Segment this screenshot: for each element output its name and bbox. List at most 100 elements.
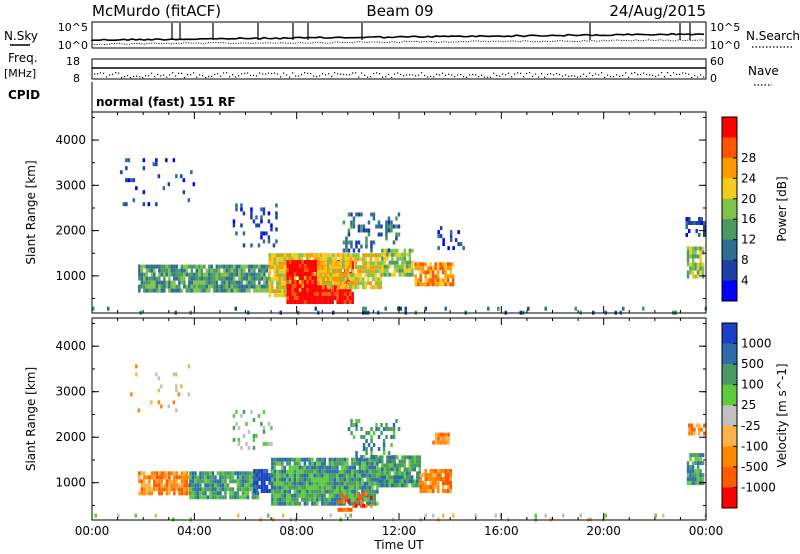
power-cell (286, 288, 289, 292)
power-cell (323, 284, 327, 288)
velocity-cell (429, 485, 432, 489)
power-cell (215, 268, 219, 273)
velocity-cell (260, 477, 264, 481)
velocity-cell (278, 473, 282, 478)
power-cell (357, 277, 360, 282)
velocity-cell (534, 513, 537, 518)
power-cell (324, 277, 328, 282)
power-cell (253, 276, 256, 281)
velocity-cell (255, 489, 259, 493)
nave-dot (475, 74, 477, 76)
velocity-cell (691, 481, 695, 486)
velocity-cell (388, 455, 391, 460)
velocity-cell (378, 459, 381, 464)
power-cell (255, 288, 259, 293)
power-cell (165, 268, 169, 273)
power-cell (291, 253, 294, 258)
velocity-cell (326, 473, 329, 478)
power-cell (329, 281, 333, 286)
power-cell (301, 280, 304, 284)
velocity-cell (373, 461, 377, 466)
nave-dot (292, 72, 294, 74)
colorbar-tick-label: 4 (741, 274, 749, 288)
power-cell (317, 257, 320, 262)
velocity-cell (258, 485, 261, 489)
power-cell (306, 300, 309, 304)
power-cell (293, 296, 297, 300)
power-cell (183, 284, 186, 289)
power-cell (354, 265, 358, 270)
power-cell (398, 268, 402, 273)
colorbar-tick-label: -1000 (741, 480, 776, 494)
velocity-cell (388, 475, 391, 480)
velocity-cell (401, 463, 404, 468)
power-cell (218, 284, 221, 289)
power-cell (357, 265, 360, 270)
velocity-cell (303, 461, 307, 466)
velocity-cell (331, 489, 334, 494)
nave-dot (589, 72, 591, 74)
power-cell (380, 232, 383, 237)
power-cell (699, 246, 702, 251)
power-cell (318, 292, 322, 296)
velocity-cell (288, 481, 292, 486)
power-cell (265, 276, 269, 281)
power-cell (301, 264, 304, 268)
velocity-cell (365, 503, 368, 508)
velocity-cell (377, 435, 381, 439)
velocity-cell (336, 481, 339, 486)
velocity-cell (183, 491, 186, 496)
velocity-cell (175, 475, 179, 480)
velocity-cell (408, 467, 411, 472)
power-cell (188, 284, 191, 289)
velocity-cell (286, 485, 289, 490)
nave-dot (523, 76, 525, 78)
station-title: McMurdo (fitACF) (92, 2, 221, 20)
velocity-cell (172, 400, 176, 405)
velocity-cell (239, 479, 242, 484)
power-cell (238, 288, 241, 293)
power-cell (323, 296, 327, 300)
velocity-cell (376, 465, 379, 470)
nave-dot (472, 73, 474, 76)
velocity-cell (699, 457, 702, 462)
velocity-cell (449, 489, 452, 493)
velocity-cell (385, 435, 388, 439)
power-cell (352, 220, 356, 225)
power-cell (391, 248, 394, 253)
velocity-cell (296, 477, 299, 482)
velocity-cell (362, 455, 366, 459)
power-cell (328, 292, 332, 296)
power-cell (322, 265, 325, 270)
nave-dot (685, 72, 687, 74)
velocity-cell (288, 489, 292, 494)
nave-dot (385, 75, 387, 78)
power-cell (267, 235, 271, 240)
power-cell (379, 261, 383, 266)
power-cell (158, 288, 161, 293)
velocity-cell (331, 461, 334, 466)
nave-dot (226, 72, 228, 74)
power-cell (273, 257, 276, 262)
power-cell (324, 281, 328, 286)
nave-dot (658, 74, 660, 76)
velocity-cell (293, 469, 297, 474)
velocity-cell (321, 477, 324, 482)
nave-dot (256, 75, 258, 77)
power-cell (374, 277, 378, 282)
velocity-cell (419, 477, 422, 481)
power-cell (188, 280, 191, 285)
velocity-cell (173, 475, 176, 480)
power-cell (175, 268, 179, 273)
nave-dot (562, 75, 564, 77)
power-cell (193, 264, 196, 269)
power-cell (339, 281, 343, 286)
power-cell (293, 284, 297, 288)
velocity-cell (321, 497, 324, 502)
nave-dot (121, 76, 123, 79)
velocity-cell (271, 473, 274, 478)
power-cell (424, 274, 427, 279)
velocity-cell (163, 487, 166, 492)
velocity-cell (267, 421, 271, 426)
nave-dot (505, 74, 507, 76)
